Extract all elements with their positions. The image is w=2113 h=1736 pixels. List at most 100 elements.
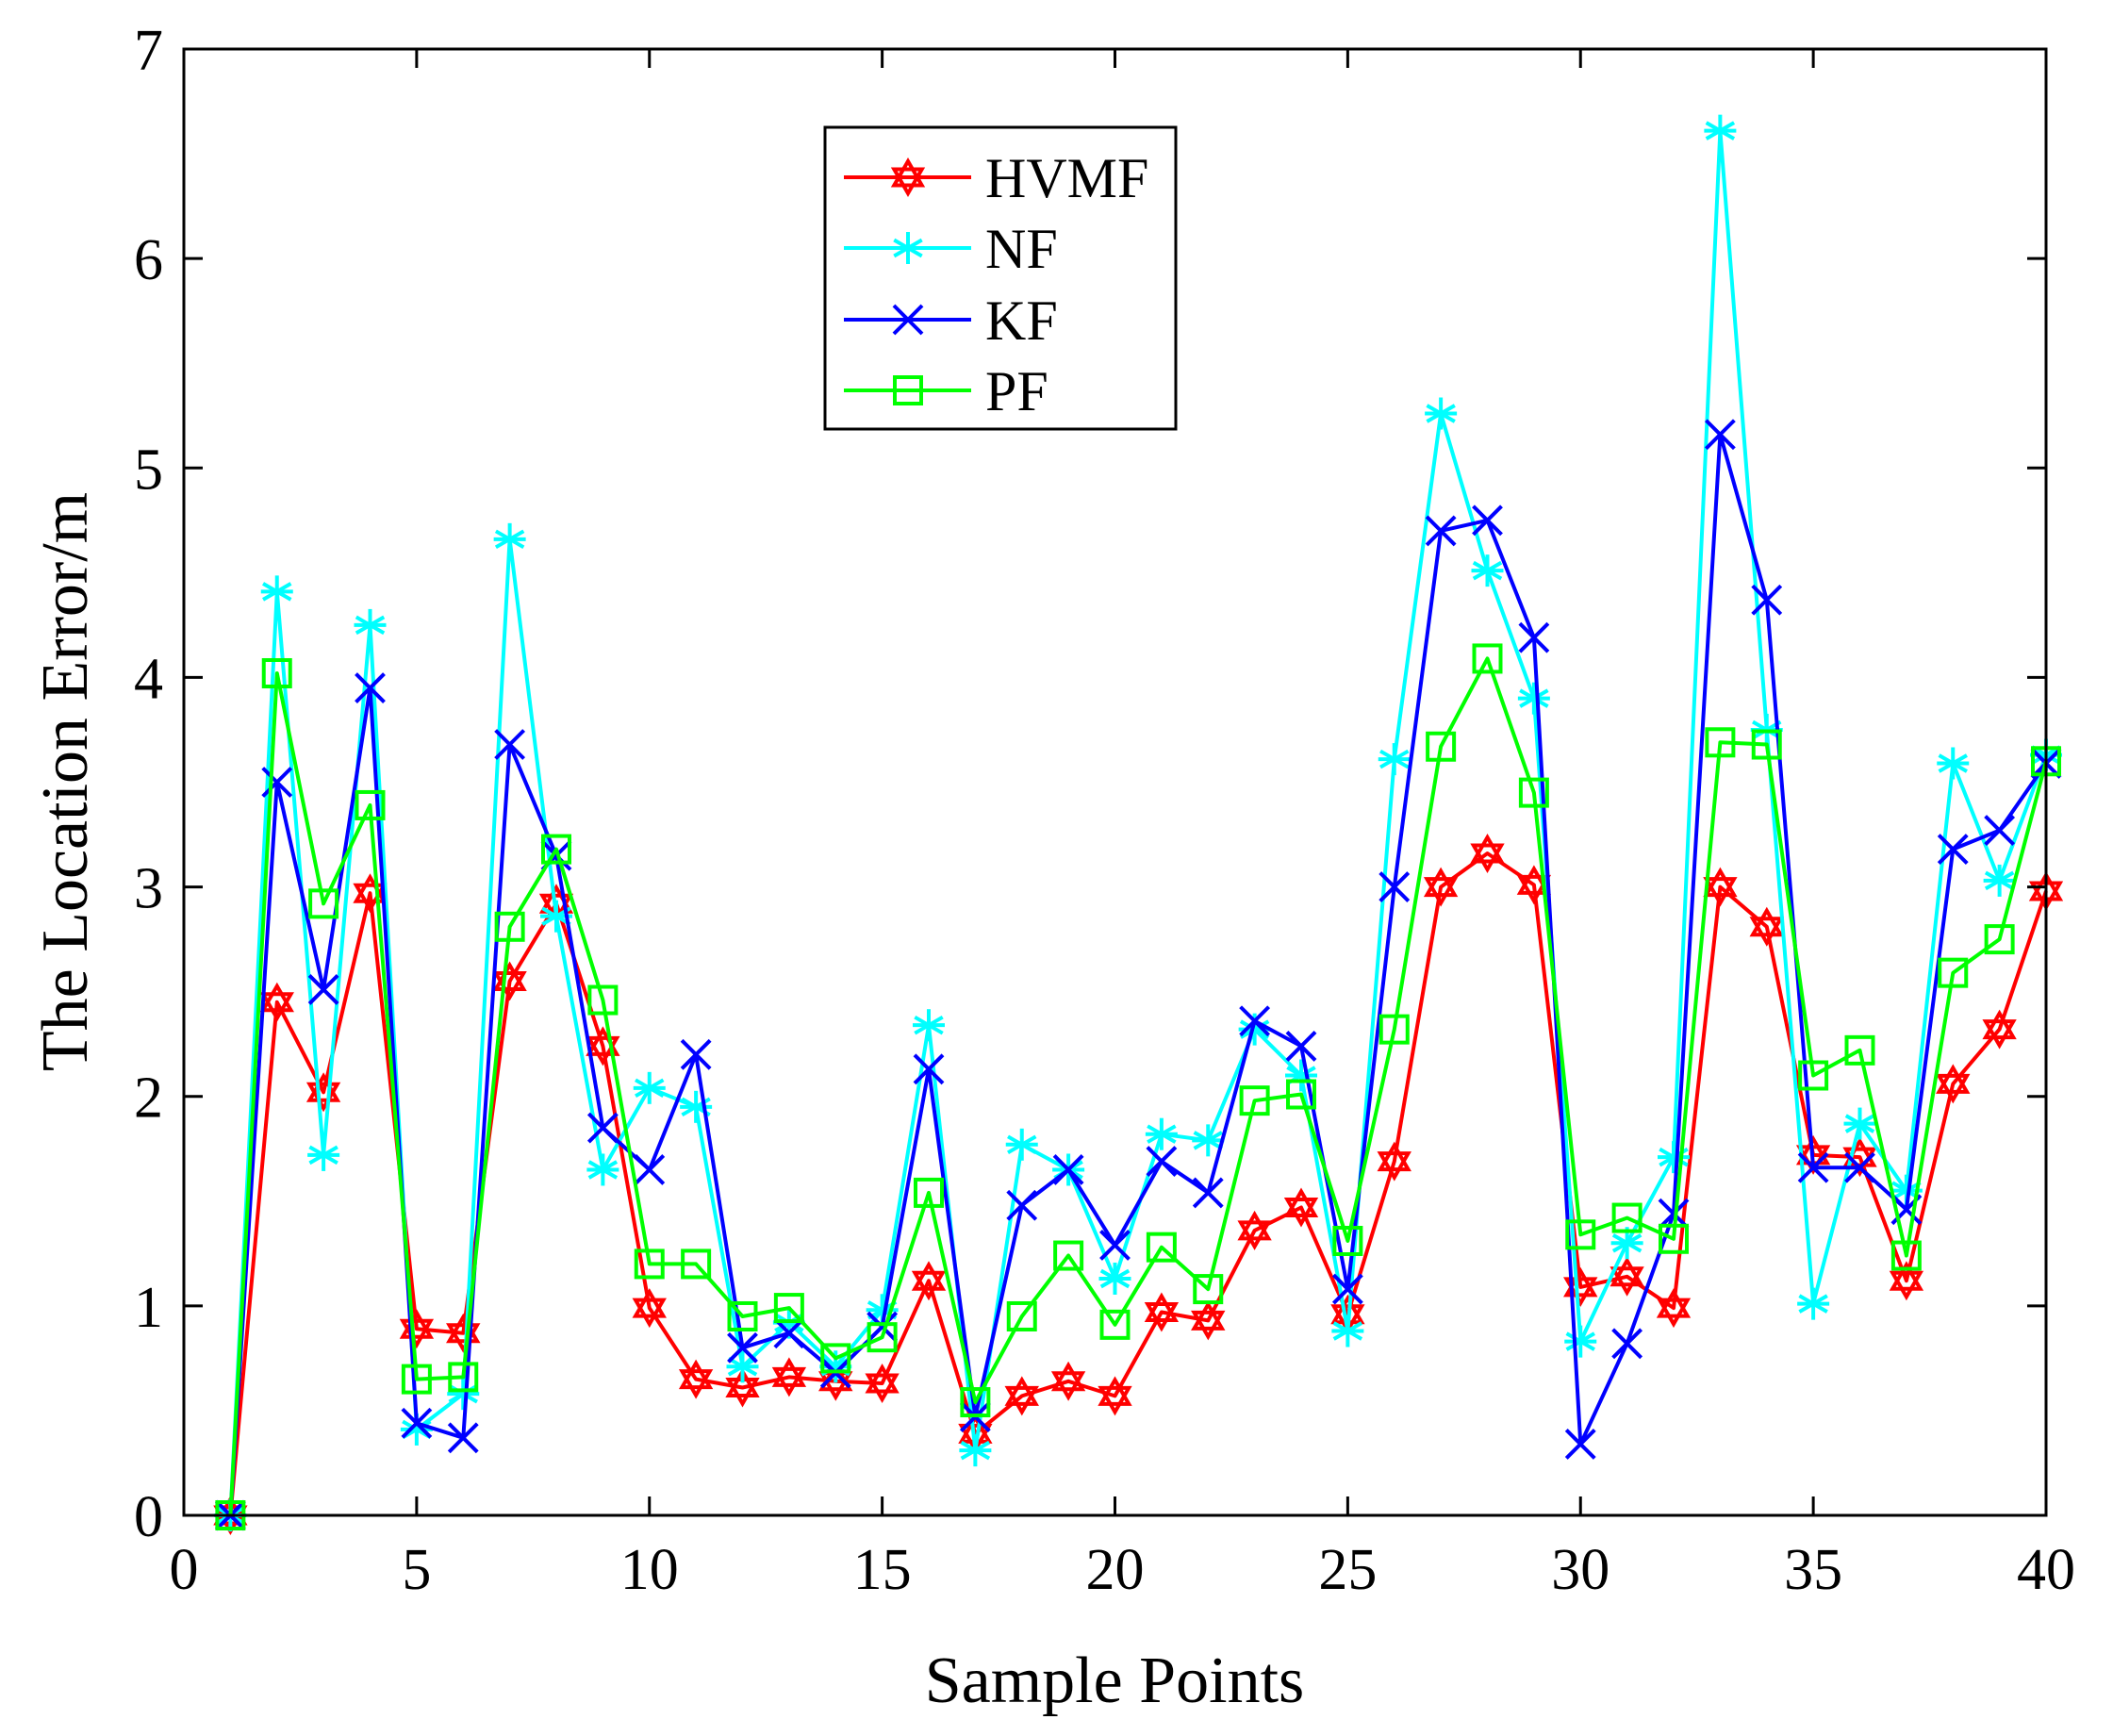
- series-kf-point: [1518, 621, 1550, 653]
- series-pf-point: [1332, 1225, 1363, 1256]
- series-hvmf-point: [1144, 1292, 1180, 1332]
- series-hvmf-point: [1749, 906, 1784, 947]
- series-nf-point: [726, 1350, 759, 1383]
- y-tick-label: 6: [134, 228, 163, 292]
- series-pf-point: [1378, 1014, 1410, 1045]
- series-hvmf-point: [1423, 867, 1459, 907]
- series-kf-point: [1472, 504, 1503, 537]
- series-pf-point: [587, 984, 619, 1016]
- series-nf-point: [1564, 1325, 1597, 1358]
- series-nf-point: [1658, 1141, 1690, 1174]
- legend-marker-nf: [892, 232, 924, 264]
- series-kf-point: [1611, 1328, 1643, 1360]
- series-kf-point: [727, 1331, 758, 1364]
- series-nf-point: [1517, 682, 1550, 715]
- series-kf-point: [1192, 1177, 1224, 1209]
- series-pf-point: [448, 1362, 479, 1393]
- y-tick-label: 7: [134, 19, 163, 83]
- series-nf-point: [1797, 1287, 1830, 1320]
- series-hvmf-point: [865, 1363, 900, 1404]
- series-hvmf-point: [1237, 1210, 1272, 1250]
- x-tick-label: 20: [1086, 1538, 1145, 1602]
- legend-label-kf: KF: [985, 289, 1058, 352]
- series-pf-point: [1611, 1202, 1643, 1233]
- series-nf-point: [1145, 1117, 1178, 1150]
- series-kf-line: [228, 432, 2048, 1516]
- series-kf-point: [1844, 1151, 1875, 1183]
- series-kf-point: [680, 1038, 712, 1070]
- series-kf-point: [261, 767, 293, 798]
- series-kf-point: [1797, 1151, 1829, 1183]
- legend-item-kf: KF: [844, 289, 1058, 352]
- series-hvmf-point: [259, 982, 294, 1022]
- x-tick-label: 15: [853, 1538, 912, 1602]
- series-pf-point: [1890, 1240, 1922, 1271]
- series-kf-point: [913, 1053, 945, 1085]
- series-pf-point: [1239, 1085, 1270, 1116]
- x-tick-label: 10: [620, 1538, 679, 1602]
- series-pf-point: [773, 1293, 804, 1324]
- series-nf-point: [1098, 1262, 1131, 1295]
- y-tick-label: 2: [134, 1066, 163, 1131]
- series-nf-point: [1192, 1124, 1225, 1157]
- series-kf-point: [1378, 871, 1411, 902]
- legend-label-pf: PF: [985, 360, 1048, 422]
- series-hvmf-point: [678, 1359, 714, 1399]
- series-hvmf-point: [1377, 1141, 1411, 1182]
- x-axis-label: Sample Points: [925, 1645, 1305, 1717]
- x-tick-label: 25: [1318, 1538, 1377, 1602]
- series-kf-point: [1006, 1189, 1038, 1221]
- series-pf-point: [1146, 1232, 1177, 1263]
- series-pf-point: [1984, 924, 2015, 955]
- series-kf-point: [494, 729, 526, 760]
- series-pf-point: [401, 1364, 432, 1395]
- x-tick-label: 35: [1784, 1538, 1842, 1602]
- series-pf-point: [914, 1177, 944, 1208]
- series-kf-point: [1564, 1429, 1596, 1460]
- series-kf-point: [401, 1407, 433, 1439]
- series-hvmf-point: [1656, 1288, 1692, 1329]
- series-hvmf-point: [1470, 833, 1505, 874]
- series-nf-point: [633, 1071, 666, 1104]
- legend-entries: HVMF NF KF PF: [844, 147, 1148, 422]
- series-kf-point: [1099, 1230, 1131, 1261]
- series-hvmf-point: [1889, 1261, 1924, 1301]
- series-nf-point: [1843, 1107, 1876, 1140]
- series-nf-point: [1937, 747, 1970, 780]
- series-pf-point: [494, 911, 525, 942]
- series-pf-point: [1286, 1079, 1316, 1110]
- series-kf-point: [773, 1317, 805, 1349]
- series-nf-point: [1425, 397, 1458, 430]
- series-hvmf-point: [1703, 867, 1738, 907]
- series-kf-point: [1331, 1273, 1363, 1305]
- series-pf-point: [1099, 1309, 1131, 1340]
- series-kf-point: [1984, 815, 2016, 847]
- series-pf-point: [308, 888, 339, 919]
- series-nf-point: [1378, 743, 1411, 776]
- x-tick-label: 0: [170, 1538, 199, 1602]
- series-kf-point: [1937, 834, 1969, 865]
- series-pf-point: [261, 657, 292, 688]
- series-nf-point: [493, 522, 526, 555]
- series-pf-point: [1938, 957, 1969, 988]
- series-pf-point: [1426, 731, 1457, 762]
- series-pf-point: [867, 1322, 898, 1353]
- series-kf: [214, 419, 2062, 1531]
- series-pf-point: [1565, 1219, 1596, 1250]
- legend-item-nf: NF: [844, 218, 1058, 280]
- series-nf-point: [959, 1434, 992, 1467]
- series-kf-point: [447, 1422, 479, 1454]
- series-pf-line: [228, 656, 2048, 1516]
- y-tick-label: 0: [134, 1485, 163, 1549]
- series-pf-point: [681, 1248, 712, 1280]
- series-hvmf-point: [771, 1357, 807, 1397]
- series-hvmf-point: [1098, 1376, 1132, 1416]
- series-kf-point: [1751, 584, 1783, 616]
- ticks-layer: 0 5 10 15 20 25 30 35 40 0 1 2 3 4 5 6 7: [134, 19, 2075, 1602]
- series-nf-point: [1471, 554, 1504, 587]
- x-tick-label: 30: [1551, 1538, 1610, 1602]
- series-nf-point: [260, 575, 293, 608]
- y-tick-label: 1: [134, 1276, 163, 1340]
- series-kf-point: [1704, 419, 1736, 451]
